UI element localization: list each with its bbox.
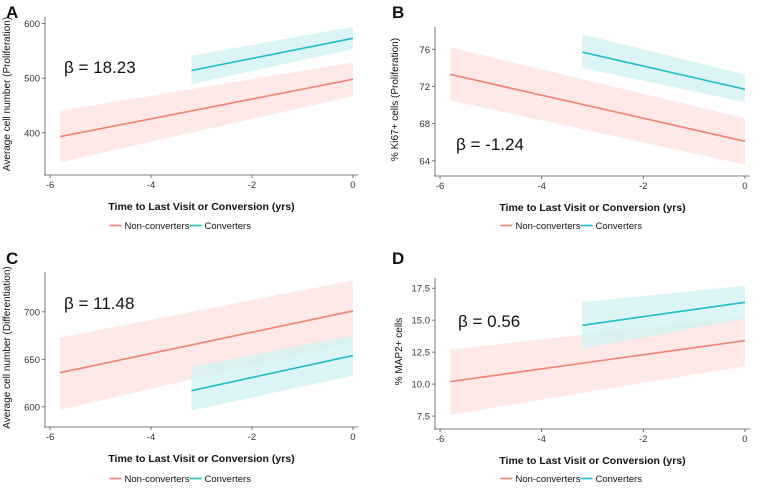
ci-band-converters <box>191 26 353 85</box>
x-tick-label: 0 <box>350 432 355 443</box>
x-axis-label: Time to Last Visit or Conversion (yrs) <box>499 202 685 214</box>
panel-d: D 7.5 10.0 12.5 15.0 17.5 -6 -4 -2 0 Time to Last … <box>392 249 750 485</box>
beta-annotation: β = -1.24 <box>456 135 524 154</box>
legend-label-converters: Converters <box>205 221 252 232</box>
x-tick-label: -6 <box>436 181 444 192</box>
ci-band-non-converters <box>450 47 745 165</box>
y-tick-label: 600 <box>24 19 40 30</box>
x-tick-label: -6 <box>436 434 444 445</box>
x-tick-label: -2 <box>248 180 256 191</box>
y-tick-label: 7.5 <box>417 412 430 423</box>
panel-b: B 64 68 72 76 -6 -4 -2 0 Time to Last Visit or Co… <box>390 3 750 232</box>
legend: Non-converters Converters <box>109 221 252 232</box>
y-tick-label: 700 <box>24 307 40 318</box>
y-axis-label: Average cell number (Proliferation) <box>2 17 13 171</box>
legend: Non-converters Converters <box>500 474 643 485</box>
panel-a: A 400 500 600 -6 -4 -2 0 Time to Last Visit or C… <box>2 3 358 232</box>
series-line-non-converters <box>59 78 354 138</box>
x-tick-label: -2 <box>248 432 256 443</box>
y-tick-label: 72 <box>419 82 430 93</box>
x-axis-label: Time to Last Visit or Conversion (yrs) <box>108 201 294 213</box>
y-tick-label: 15.0 <box>412 316 431 327</box>
y-tick-label: 600 <box>24 402 40 413</box>
beta-annotation: β = 0.56 <box>458 312 520 331</box>
panel-label: A <box>6 3 18 22</box>
legend-label-converters: Converters <box>596 221 643 232</box>
legend: Non-converters Converters <box>109 474 252 485</box>
x-tick-label: -2 <box>639 434 647 445</box>
y-tick-label: 400 <box>24 128 40 139</box>
y-tick-label: 17.5 <box>412 284 431 295</box>
y-axis-label: % Ki67+ cells (Proliferation) <box>390 38 401 161</box>
y-tick-label: 64 <box>419 156 430 167</box>
x-tick-label: -4 <box>147 432 155 443</box>
ci-band-non-converters <box>60 280 353 410</box>
x-tick-label: 0 <box>350 180 355 191</box>
legend-label-converters: Converters <box>596 474 643 485</box>
y-tick-label: 68 <box>419 119 430 130</box>
y-axis-label: Average cell number (Differentiation) <box>2 266 13 429</box>
y-tick-label: 500 <box>24 74 40 85</box>
series-line-converters <box>191 37 354 72</box>
series-line-non-converters <box>450 73 746 143</box>
panel-label: B <box>392 3 404 22</box>
x-tick-label: -6 <box>46 432 54 443</box>
x-axis-label: Time to Last Visit or Conversion (yrs) <box>108 453 294 465</box>
legend-label-non-converters: Non-converters <box>516 474 581 485</box>
y-tick-label: 10.0 <box>412 380 431 391</box>
legend-label-non-converters: Non-converters <box>516 221 581 232</box>
series-line-converters <box>582 51 746 91</box>
x-tick-label: -2 <box>639 181 647 192</box>
ci-band-converters <box>582 285 745 349</box>
ci-band-non-converters <box>60 62 353 163</box>
legend-label-non-converters: Non-converters <box>125 474 190 485</box>
x-tick-label: 0 <box>742 181 747 192</box>
panel-label: C <box>6 249 18 268</box>
series-line-converters <box>582 301 746 327</box>
y-tick-label: 12.5 <box>412 348 431 359</box>
y-axis-label: % MAP2+ cells <box>394 318 405 386</box>
legend-label-converters: Converters <box>205 474 252 485</box>
legend: Non-converters Converters <box>500 221 643 232</box>
ci-band-converters <box>582 34 745 103</box>
panel-label: D <box>392 249 404 268</box>
series-line-non-converters <box>59 310 354 374</box>
beta-annotation: β = 11.48 <box>64 294 134 313</box>
ci-band-non-converters <box>450 316 745 415</box>
series-line-converters <box>191 354 354 392</box>
series-line-non-converters <box>450 339 746 383</box>
x-tick-label: -4 <box>537 434 545 445</box>
x-tick-label: -6 <box>46 180 54 191</box>
x-axis-label: Time to Last Visit or Conversion (yrs) <box>499 455 685 467</box>
x-tick-label: -4 <box>147 180 155 191</box>
legend-label-non-converters: Non-converters <box>125 221 190 232</box>
x-tick-label: -4 <box>537 181 545 192</box>
panel-c: C 600 650 700 -6 -4 -2 0 Time to Last Visit or C… <box>2 249 358 485</box>
beta-annotation: β = 18.23 <box>64 58 136 77</box>
y-tick-label: 76 <box>419 45 430 56</box>
x-tick-label: 0 <box>742 434 747 445</box>
y-tick-label: 650 <box>24 355 40 366</box>
